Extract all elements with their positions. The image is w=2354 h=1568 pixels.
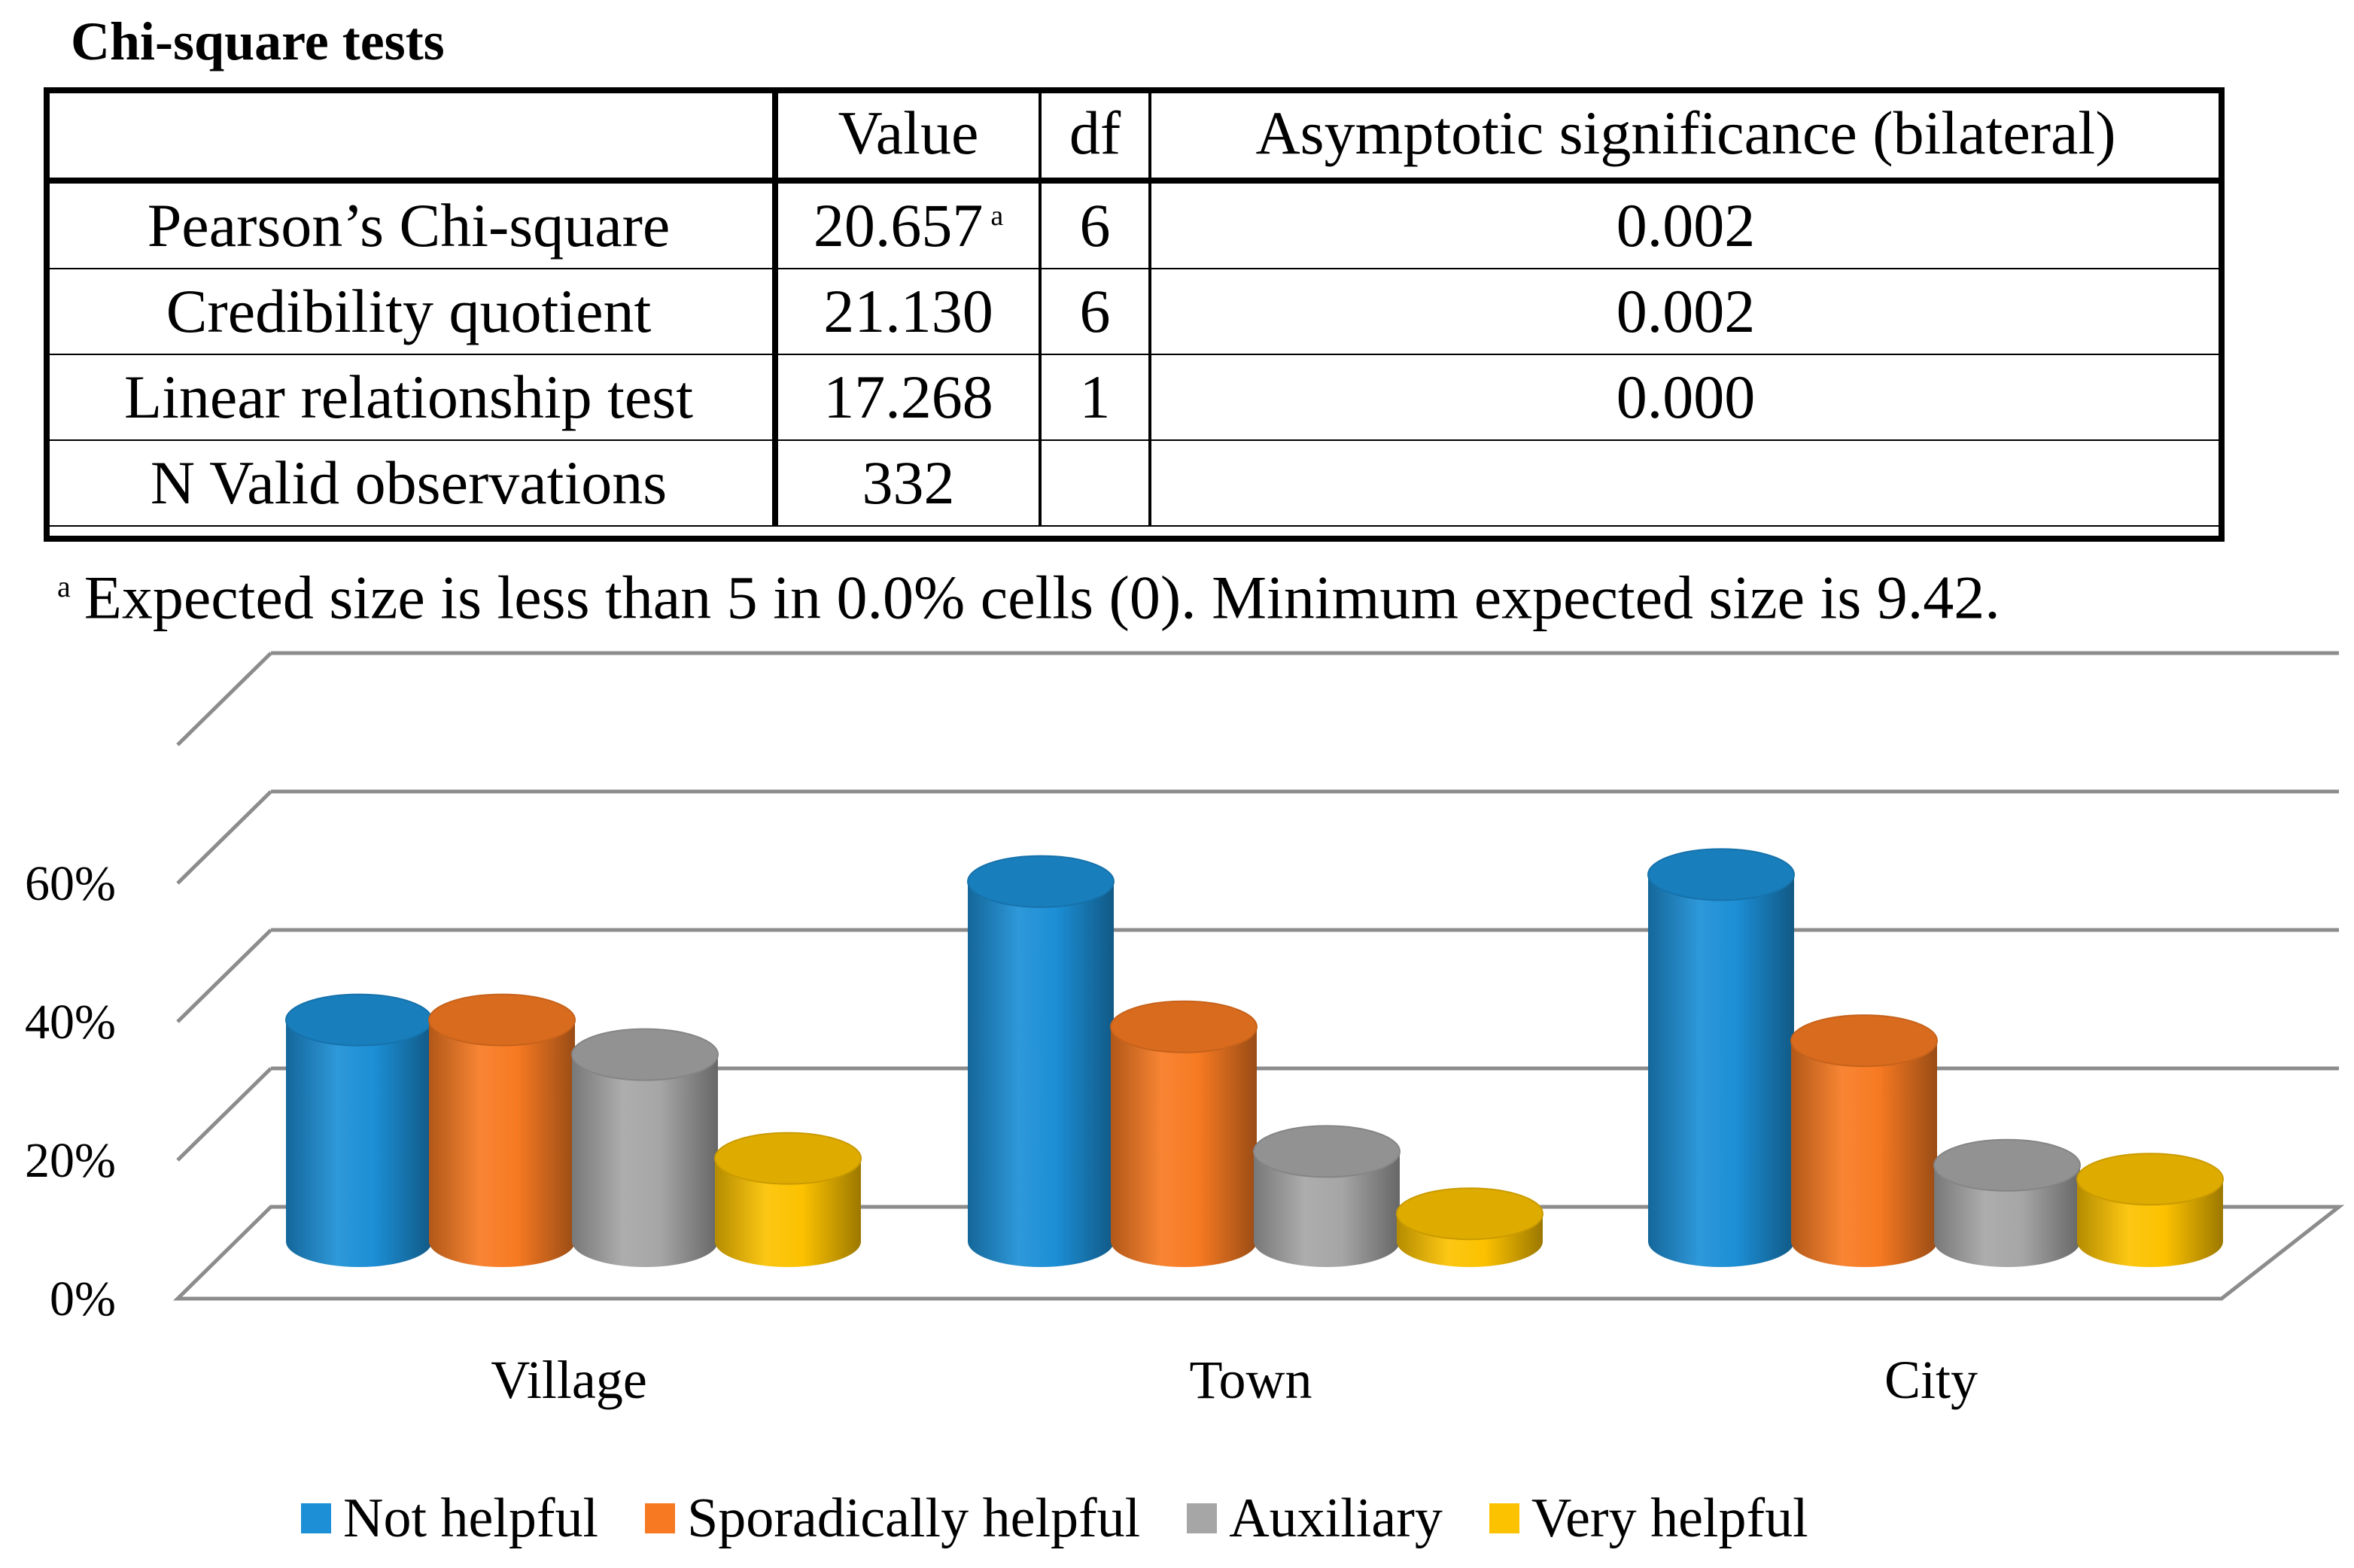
row-significance: 0.002	[1149, 180, 2222, 269]
row-value: 332	[774, 439, 1042, 527]
row-label: Credibility quotient	[44, 268, 778, 355]
bar-cylinder-body	[715, 1158, 861, 1267]
x-category-label: City	[1884, 1350, 1978, 1410]
bar-cylinder-top	[714, 1132, 862, 1185]
header-empty	[44, 87, 778, 184]
side-gridline	[176, 790, 272, 885]
legend-item: Auxiliary	[1187, 1487, 1443, 1551]
chart-legend: Not helpful Sporadically helpful Auxiliary…	[301, 1481, 1855, 1556]
footnote-mark: a	[57, 570, 71, 603]
table-row: Pearson’s Chi-square 20.657 a 6 0.002	[44, 180, 2222, 269]
bar-cylinder-body	[968, 881, 1114, 1267]
bar-cylinder-top	[1647, 848, 1795, 901]
value-text: 20.657	[813, 191, 984, 260]
table-row: Linear relationship test 17.268 1 0.000	[44, 354, 2222, 441]
table-title: Chi-square tests	[71, 11, 445, 71]
bar-cylinder-top	[2076, 1153, 2224, 1206]
bar-cylinder-body	[1111, 1026, 1257, 1267]
footnote-text: Expected size is less than 5 in 0.0% cel…	[84, 563, 2000, 632]
bar-cylinder-top	[428, 993, 576, 1047]
table-row: Credibility quotient 21.130 6 0.002	[44, 268, 2222, 355]
bar-cylinder-top	[285, 993, 433, 1047]
legend-swatch	[1187, 1503, 1218, 1533]
header-significance: Asymptotic significance (bilateral)	[1149, 87, 2222, 184]
side-gridline	[176, 652, 272, 746]
bar-cylinder-top	[967, 855, 1115, 908]
bar-cylinder-body	[1934, 1165, 2080, 1267]
bar-cylinder-body	[429, 1020, 575, 1267]
bar-cylinder-body	[286, 1020, 432, 1267]
header-value: Value	[774, 87, 1042, 184]
legend-swatch	[301, 1503, 331, 1533]
x-category-label: Town	[1190, 1350, 1312, 1410]
bar-cylinder-top	[1253, 1125, 1401, 1178]
y-tick-label: 0%	[50, 1272, 116, 1326]
bar-cylinder-top	[571, 1028, 719, 1081]
bar-cylinder-body	[1648, 874, 1794, 1267]
bar-cylinder-body	[572, 1054, 718, 1267]
table-row: N Valid observations 332	[44, 439, 2222, 527]
row-significance: 0.000	[1149, 354, 2222, 441]
row-value: 20.657 a	[774, 180, 1042, 269]
legend-item: Very helpful	[1489, 1487, 1808, 1551]
footnote-marker: a	[990, 199, 1004, 232]
legend-label: Not helpful	[343, 1487, 599, 1549]
table-footnote: a Expected size is less than 5 in 0.0% ce…	[57, 549, 2000, 635]
row-significance: 0.002	[1149, 268, 2222, 355]
row-label: N Valid observations	[44, 439, 778, 527]
bar-cylinder-body	[1254, 1151, 1400, 1267]
bar-cylinder-top	[1110, 1000, 1258, 1053]
bar-cylinder-top	[1396, 1187, 1543, 1241]
legend-label: Auxiliary	[1229, 1487, 1443, 1549]
bar-cylinder-top	[1790, 1014, 1938, 1068]
row-df: 1	[1039, 354, 1151, 441]
table-header-row: Value df Asymptotic significance (bilate…	[44, 87, 2222, 184]
legend-label: Sporadically helpful	[687, 1487, 1141, 1549]
chi-square-table: Value df Asymptotic significance (bilate…	[44, 87, 2222, 527]
row-label: Pearson’s Chi-square	[44, 180, 778, 269]
row-df	[1039, 439, 1151, 527]
chart-floor	[172, 1205, 2345, 1301]
row-value: 21.130	[774, 268, 1042, 355]
bar-cylinder-top	[1933, 1138, 2081, 1192]
legend-label: Very helpful	[1531, 1487, 1808, 1549]
side-gridline	[176, 928, 272, 1023]
row-value: 17.268	[774, 354, 1042, 441]
y-tick-label: 40%	[25, 995, 116, 1050]
legend-item: Not helpful	[301, 1487, 598, 1551]
legend-swatch	[1489, 1503, 1519, 1533]
row-df: 6	[1039, 268, 1151, 355]
header-df: df	[1039, 87, 1151, 184]
legend-swatch	[645, 1503, 676, 1533]
x-category-label: Village	[491, 1350, 647, 1410]
y-tick-label: 60%	[25, 856, 116, 911]
y-tick-label: 20%	[25, 1133, 116, 1188]
side-gridline	[176, 1067, 272, 1162]
row-df: 6	[1039, 180, 1151, 269]
legend-item: Sporadically helpful	[645, 1487, 1140, 1551]
row-label: Linear relationship test	[44, 354, 778, 441]
bar-cylinder-body	[1791, 1041, 1937, 1267]
